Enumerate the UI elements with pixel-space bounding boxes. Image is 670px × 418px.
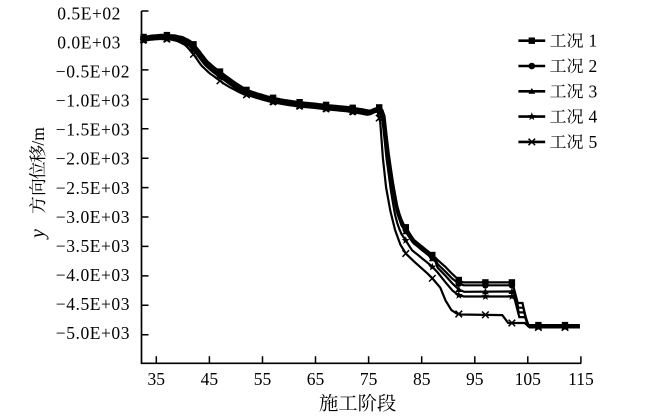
svg-text:35: 35	[148, 369, 166, 389]
svg-text:45: 45	[201, 369, 219, 389]
svg-text:55: 55	[254, 369, 272, 389]
svg-text:0.5E+02: 0.5E+02	[57, 3, 121, 23]
svg-text:85: 85	[413, 369, 431, 389]
svg-text:−1.0E+03: −1.0E+03	[56, 91, 130, 111]
svg-text:95: 95	[466, 369, 484, 389]
svg-text:0.0E+03: 0.0E+03	[57, 32, 121, 52]
svg-text:−3.5E+03: −3.5E+03	[56, 236, 130, 256]
svg-text:−0.5E+02: −0.5E+02	[56, 62, 130, 82]
svg-text:−3.0E+03: −3.0E+03	[56, 207, 130, 227]
svg-text:1: 1	[589, 31, 598, 51]
svg-text:3: 3	[589, 81, 598, 101]
svg-text:4: 4	[589, 107, 598, 127]
svg-text:y: y	[27, 229, 49, 240]
svg-text:65: 65	[307, 369, 325, 389]
svg-text:−4.0E+03: −4.0E+03	[56, 265, 130, 285]
svg-text:−2.5E+03: −2.5E+03	[56, 178, 130, 198]
svg-text:/m: /m	[28, 127, 48, 146]
svg-text:105: 105	[515, 369, 542, 389]
svg-text:−4.5E+03: −4.5E+03	[56, 294, 130, 314]
svg-text:2: 2	[589, 56, 598, 76]
svg-text:−5.0E+03: −5.0E+03	[56, 323, 130, 343]
svg-text:−1.5E+03: −1.5E+03	[56, 120, 130, 140]
svg-text:−2.0E+03: −2.0E+03	[56, 149, 130, 169]
svg-text:75: 75	[360, 369, 378, 389]
svg-text:5: 5	[589, 132, 598, 152]
svg-text:115: 115	[568, 369, 594, 389]
